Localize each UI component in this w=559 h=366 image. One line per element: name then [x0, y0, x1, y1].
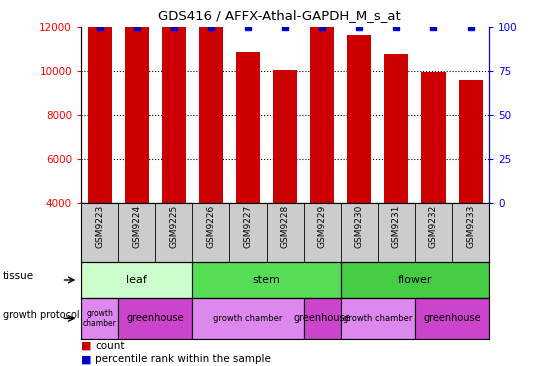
Bar [199, 0, 223, 203]
Text: flower: flower [397, 275, 432, 285]
Bar [347, 35, 371, 203]
Bar [81, 262, 192, 298]
Bar [310, 27, 334, 203]
Bar [118, 298, 192, 339]
Bar [125, 0, 149, 203]
Text: tissue: tissue [3, 271, 34, 281]
Text: GSM9232: GSM9232 [429, 205, 438, 248]
Bar [162, 0, 186, 203]
Text: greenhouse: greenhouse [293, 313, 351, 324]
Text: GSM9231: GSM9231 [392, 205, 401, 248]
Bar [273, 70, 297, 203]
Text: GSM9228: GSM9228 [281, 205, 290, 248]
Bar [458, 80, 482, 203]
Text: ■: ■ [81, 341, 92, 351]
Text: leaf: leaf [126, 275, 147, 285]
Text: count: count [95, 341, 125, 351]
Text: GSM9225: GSM9225 [169, 205, 178, 248]
Text: stem: stem [253, 275, 281, 285]
Text: GSM9230: GSM9230 [355, 205, 364, 248]
Text: GSM9226: GSM9226 [206, 205, 215, 248]
Text: growth chamber: growth chamber [343, 314, 413, 323]
Text: GSM9229: GSM9229 [318, 205, 326, 248]
Text: GDS416 / AFFX-Athal-GAPDH_M_s_at: GDS416 / AFFX-Athal-GAPDH_M_s_at [158, 9, 401, 22]
Bar [341, 298, 415, 339]
Bar [236, 52, 260, 203]
Text: percentile rank within the sample: percentile rank within the sample [95, 354, 271, 365]
Text: growth
chamber: growth chamber [83, 309, 116, 328]
Bar [81, 298, 118, 339]
Bar [304, 298, 341, 339]
Text: GSM9227: GSM9227 [244, 205, 253, 248]
Text: GSM9224: GSM9224 [132, 205, 141, 248]
Text: GSM9223: GSM9223 [95, 205, 104, 248]
Text: greenhouse: greenhouse [126, 313, 184, 324]
Text: ■: ■ [81, 354, 92, 365]
Text: GSM9233: GSM9233 [466, 205, 475, 248]
Bar [341, 262, 489, 298]
Text: growth chamber: growth chamber [214, 314, 283, 323]
Bar [192, 262, 341, 298]
Text: greenhouse: greenhouse [423, 313, 481, 324]
Bar [415, 298, 489, 339]
Bar [192, 298, 304, 339]
Bar [385, 54, 409, 203]
Bar [421, 72, 446, 203]
Text: growth protocol: growth protocol [3, 310, 79, 320]
Bar [88, 9, 112, 203]
